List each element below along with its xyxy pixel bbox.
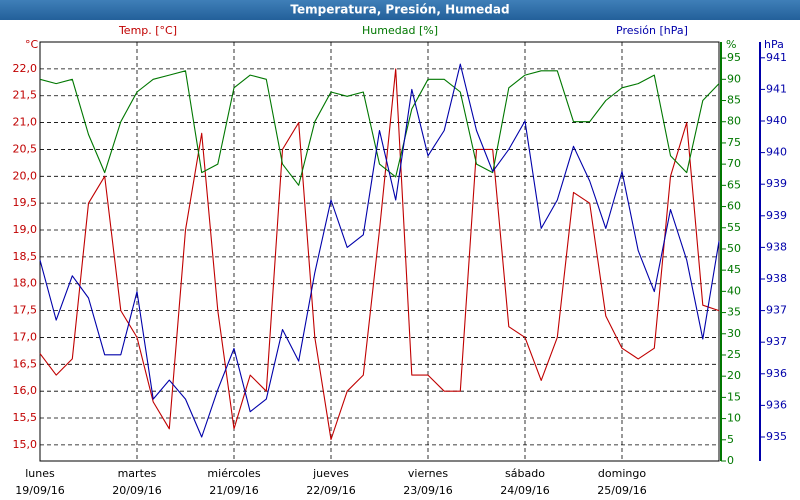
x-tick-label: viernes bbox=[408, 467, 448, 480]
y2-tick-label: 65 bbox=[727, 178, 741, 191]
y-tick-label: 18,5 bbox=[13, 250, 38, 263]
x-tick-date: 20/09/16 bbox=[112, 484, 161, 497]
x-tick-date: 23/09/16 bbox=[403, 484, 452, 497]
y-tick-label: 18,0 bbox=[13, 277, 38, 290]
plot-border bbox=[39, 41, 720, 462]
y2-tick-label: 40 bbox=[727, 284, 741, 297]
y2-tick-label: 35 bbox=[727, 306, 741, 319]
x-tick-date: 25/09/16 bbox=[597, 484, 646, 497]
y3-tick-label: 939 bbox=[766, 177, 787, 190]
x-tick-label: jueves bbox=[312, 467, 349, 480]
y2-tick-label: 90 bbox=[727, 72, 741, 85]
y-tick-label: 21,0 bbox=[13, 116, 38, 129]
title-bar bbox=[0, 0, 800, 20]
x-tick-date: 24/09/16 bbox=[500, 484, 549, 497]
x-tick-date: 19/09/16 bbox=[15, 484, 64, 497]
y-tick-label: 20,5 bbox=[13, 142, 38, 155]
chart-title: Temperatura, Presión, Humedad bbox=[290, 3, 509, 17]
y3-tick-label: 935 bbox=[766, 430, 787, 443]
y-tick-label: 16,0 bbox=[13, 384, 38, 397]
y2-tick-label: 15 bbox=[727, 390, 741, 403]
y-tick-label: 20,0 bbox=[13, 169, 38, 182]
y-unit: °C bbox=[25, 38, 39, 51]
y-tick-label: 17,5 bbox=[13, 304, 38, 317]
y3-tick-label: 937 bbox=[766, 335, 787, 348]
y2-tick-label: 20 bbox=[727, 369, 741, 382]
y3-tick-label: 936 bbox=[766, 367, 787, 380]
x-tick-label: lunes bbox=[25, 467, 55, 480]
y2-tick-label: 45 bbox=[727, 263, 741, 276]
y2-tick-label: 25 bbox=[727, 348, 741, 361]
y3-tick-label: 941 bbox=[766, 82, 787, 95]
y-tick-label: 15,0 bbox=[13, 438, 38, 451]
y2-unit: % bbox=[726, 38, 736, 51]
y3-tick-label: 937 bbox=[766, 304, 787, 317]
y2-tick-label: 30 bbox=[727, 327, 741, 340]
y2-tick-label: 80 bbox=[727, 115, 741, 128]
y3-tick-label: 936 bbox=[766, 398, 787, 411]
y-axis-title: Temp. [°C] bbox=[118, 24, 177, 37]
y-tick-label: 19,5 bbox=[13, 196, 38, 209]
series-line bbox=[39, 70, 720, 186]
y2-tick-label: 10 bbox=[727, 412, 741, 425]
y2-tick-label: 50 bbox=[727, 242, 741, 255]
y3-tick-label: 941 bbox=[766, 51, 787, 64]
y2-tick-label: 0 bbox=[727, 454, 734, 467]
y3-tick-label: 940 bbox=[766, 114, 787, 127]
y2-tick-label: 5 bbox=[727, 433, 734, 446]
y-tick-label: 17,0 bbox=[13, 330, 38, 343]
y3-tick-label: 938 bbox=[766, 240, 787, 253]
x-tick-label: domingo bbox=[598, 467, 646, 480]
y2-tick-label: 70 bbox=[727, 157, 741, 170]
y2-tick-label: 95 bbox=[727, 51, 741, 64]
y3-tick-label: 940 bbox=[766, 146, 787, 159]
y2-tick-label: 55 bbox=[727, 221, 741, 234]
series-line bbox=[39, 63, 720, 438]
x-tick-label: miércoles bbox=[207, 467, 260, 480]
x-tick-date: 22/09/16 bbox=[306, 484, 355, 497]
y-tick-label: 16,5 bbox=[13, 357, 38, 370]
y3-tick-label: 939 bbox=[766, 209, 787, 222]
x-tick-label: sábado bbox=[505, 467, 545, 480]
y3-axis-title: Presión [hPa] bbox=[616, 24, 688, 37]
y-tick-label: 22,0 bbox=[13, 62, 38, 75]
y-tick-label: 21,5 bbox=[13, 89, 38, 102]
y3-unit: hPa bbox=[764, 38, 784, 51]
y-tick-label: 19,0 bbox=[13, 223, 38, 236]
y-tick-label: 15,5 bbox=[13, 411, 38, 424]
y2-tick-label: 60 bbox=[727, 200, 741, 213]
x-tick-date: 21/09/16 bbox=[209, 484, 258, 497]
y2-tick-label: 85 bbox=[727, 94, 741, 107]
series-line bbox=[39, 68, 720, 441]
y3-tick-label: 938 bbox=[766, 272, 787, 285]
y2-tick-label: 75 bbox=[727, 136, 741, 149]
x-tick-label: martes bbox=[118, 467, 157, 480]
y2-axis-title: Humedad [%] bbox=[362, 24, 438, 37]
